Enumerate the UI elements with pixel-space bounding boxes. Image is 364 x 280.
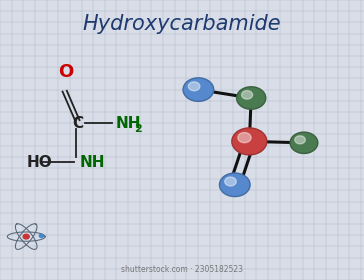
Text: shutterstock.com · 2305182523: shutterstock.com · 2305182523 [121, 265, 243, 274]
Circle shape [225, 177, 236, 186]
Circle shape [23, 234, 29, 239]
Circle shape [188, 82, 200, 91]
Text: HO: HO [27, 155, 52, 170]
Circle shape [183, 78, 214, 101]
Circle shape [232, 128, 267, 155]
Text: O: O [58, 63, 73, 81]
Circle shape [290, 132, 318, 153]
Text: 2: 2 [134, 124, 142, 134]
Text: Hydroxycarbamide: Hydroxycarbamide [83, 14, 281, 34]
Circle shape [219, 173, 250, 197]
Circle shape [238, 132, 251, 143]
Text: NH: NH [79, 155, 105, 170]
Circle shape [242, 91, 253, 99]
Circle shape [39, 234, 43, 237]
Circle shape [295, 136, 305, 144]
Text: C: C [73, 116, 84, 131]
Circle shape [237, 87, 266, 109]
Text: NH: NH [116, 116, 141, 131]
